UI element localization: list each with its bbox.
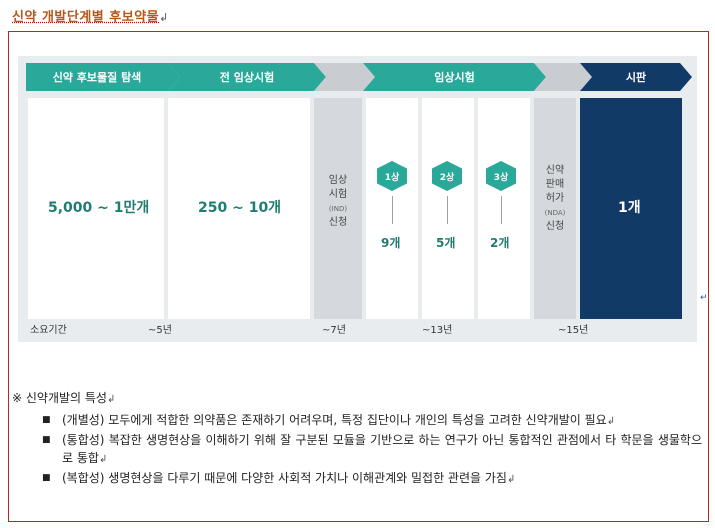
side-return-mark-icon: ↵ [700, 293, 708, 303]
bullet-icon: ■ [42, 435, 51, 445]
phase3-line [501, 196, 502, 224]
market-column [580, 98, 682, 319]
stage-label-clinical: 임상시험 [434, 71, 475, 84]
features-list: ■ (개별성) 모두에게 적합한 의약품은 존재하기 어려우며, 특정 집단이나 … [12, 411, 702, 489]
content-frame [8, 31, 709, 522]
duration-13y: ~13년 [422, 325, 453, 336]
features-heading: ※ 신약개발의 특성↲ [12, 391, 116, 405]
phase1-hexagon: 1상 [377, 161, 407, 191]
arrow-preclinical [168, 63, 326, 91]
market-count: 1개 [618, 200, 641, 216]
discovery-count: 5,000 ~ 1만개 [48, 200, 150, 216]
duration-5y: ~5년 [148, 325, 172, 336]
bullet-icon: ■ [42, 415, 51, 425]
phase2-hexagon: 2상 [432, 161, 462, 191]
arrow-clinical [363, 63, 546, 91]
document-title: 신약 개발단계별 후보약물↲ [12, 6, 169, 25]
discovery-column [28, 98, 164, 319]
arrow-discovery [26, 63, 180, 91]
phase3-count: 2개 [490, 236, 510, 250]
nda-application-text: 신약 판매 허가 (NDA) 신청 [544, 165, 566, 232]
preclinical-column [168, 98, 310, 319]
stage-label-preclinical: 전 임상시험 [219, 71, 275, 84]
feature-item-complexity: ■ (복합성) 생명현상을 다루기 때문에 다양한 사회적 가치나 이해관계와 밀… [42, 471, 516, 485]
duration-label: 소요기간 [30, 325, 67, 336]
stage-arrows [26, 63, 692, 91]
ind-column [314, 98, 362, 319]
phase1-count: 9개 [381, 236, 401, 250]
bullet-icon: ■ [42, 473, 51, 483]
arrow-gap1 [314, 63, 375, 91]
duration-15y: ~15년 [558, 325, 589, 336]
arrow-market [580, 63, 692, 91]
drug-development-figure: 신약 후보물질 탐색 전 임상시험 임상시험 시판 5,000 ~ 1만개 25… [18, 56, 697, 342]
phase3-column [478, 98, 530, 319]
return-mark-icon: ↲ [159, 11, 169, 24]
phase1-line [392, 196, 393, 224]
feature-item-integration: ■ (통합성) 복잡한 생명현상을 이해하기 위해 잘 구분된 모듈을 기반으로 … [42, 433, 702, 465]
phase3-hexagon: 3상 [486, 161, 516, 191]
nda-column [534, 98, 576, 319]
title-text: 신약 개발단계별 후보약물 [12, 10, 160, 25]
features-section: ※ 신약개발의 특성↲ ■ (개별성) 모두에게 적합한 의약품은 존재하기 어려… [12, 389, 702, 489]
stage-label-market: 시판 [625, 71, 647, 84]
arrow-gap2 [534, 63, 592, 91]
duration-7y: ~7년 [322, 325, 346, 336]
preclinical-count: 250 ~ 10개 [198, 200, 282, 216]
phase2-line [447, 196, 448, 224]
phase2-column [422, 98, 474, 319]
feature-item-individuality: ■ (개별성) 모두에게 적합한 의약품은 존재하기 어려우며, 특정 집단이나 … [42, 413, 616, 427]
phase2-count: 5개 [436, 236, 456, 250]
stage-label-discovery: 신약 후보물질 탐색 [52, 71, 142, 84]
ind-application-text: 임상 시험 (IND) 신청 [328, 175, 348, 228]
